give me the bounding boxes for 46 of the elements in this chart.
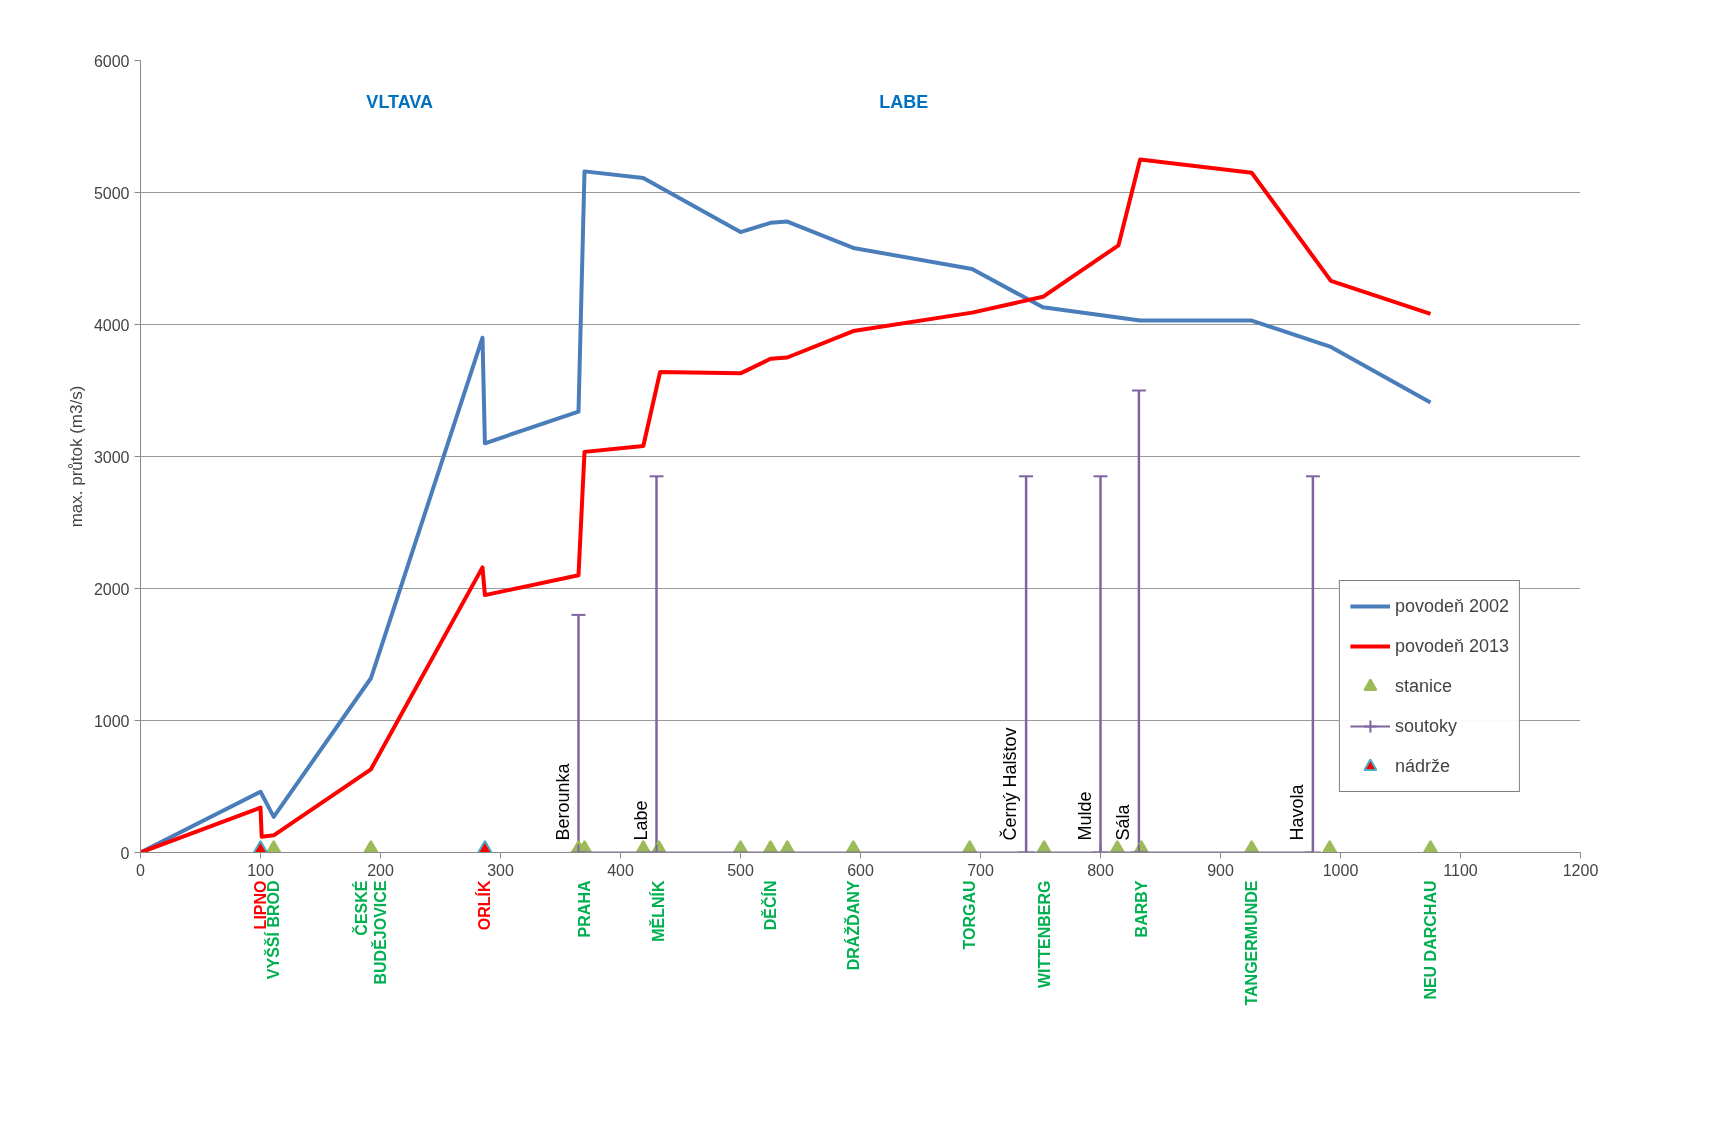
x-tick-label: 100	[247, 861, 274, 879]
y-tick-label: 2000	[93, 580, 130, 598]
x-tick-label: 200	[367, 861, 394, 879]
data-label: MĚLNÍK	[649, 880, 668, 942]
data-label: NEU DARCHAU	[1422, 880, 1439, 1000]
data-label: Černý Halštov	[999, 727, 1021, 841]
data-label: BARBY	[1132, 880, 1150, 938]
data-label: Labe	[630, 800, 651, 841]
y-tick-label: 6000	[93, 52, 130, 70]
data-label: LIPNO	[252, 880, 269, 930]
x-tick-label: 700	[967, 861, 994, 879]
data-label: Sála	[1112, 803, 1133, 841]
x-tick-label: 300	[487, 861, 514, 879]
annotation: VLTAVA	[366, 91, 434, 112]
data-label: WITTENBERG	[1035, 880, 1053, 989]
data-label: Mulde	[1074, 791, 1095, 841]
data-label: PRAHA	[576, 880, 593, 938]
legend-label: soutoky	[1394, 715, 1457, 737]
y-tick-label: 0	[120, 844, 130, 862]
x-tick-label: 900	[1207, 861, 1234, 879]
x-tick-label: 800	[1087, 861, 1114, 879]
data-label: Havola	[1286, 783, 1307, 841]
data-label: TANGERMUNDE	[1243, 880, 1261, 1006]
y-axis-title: max. průtok (m3/s)	[66, 385, 86, 528]
y-tick-label: 3000	[93, 448, 130, 466]
data-label: TORGAU	[961, 880, 979, 950]
y-tick-label: 4000	[93, 316, 130, 334]
data-label: ČESKÉ BUDĚJOVICE	[352, 880, 389, 985]
legend-label: stanice	[1394, 675, 1452, 697]
legend-label: nádrže	[1394, 755, 1450, 777]
x-tick-label: 500	[727, 861, 754, 879]
y-tick-label: 5000	[93, 184, 130, 202]
data-label: Berounka	[552, 762, 573, 841]
data-label: DRÁŽĎANY	[843, 880, 862, 971]
x-tick-label: 1000	[1322, 861, 1359, 879]
x-tick-label: 0	[136, 861, 146, 879]
x-tick-label: 400	[607, 861, 634, 879]
legend-label: povodeň 2002	[1394, 595, 1509, 617]
annotation: LABE	[879, 91, 929, 112]
x-tick-label: 600	[847, 861, 874, 879]
data-label: DĚČÍN	[761, 880, 779, 931]
data-label: ORLÍK	[475, 880, 494, 931]
x-tick-label: 1200	[1562, 861, 1599, 879]
x-tick-label: 1100	[1443, 861, 1478, 879]
legend-label: povodeň 2013	[1394, 635, 1509, 657]
y-tick-label: 1000	[93, 712, 130, 730]
